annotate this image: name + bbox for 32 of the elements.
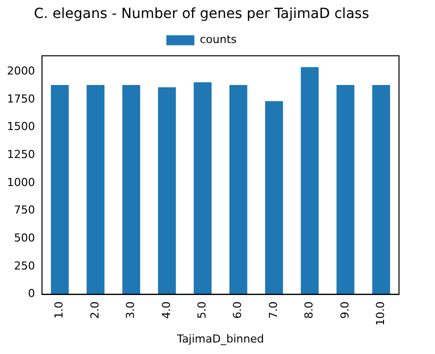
bar	[229, 84, 248, 294]
x-axis-title: TajimaD_binned	[176, 332, 264, 346]
x-tick-label: 1.0	[52, 301, 66, 319]
chart-title: C. elegans - Number of genes per TajimaD class	[34, 6, 370, 22]
x-tick-label: 10.0	[374, 301, 388, 326]
bar	[265, 101, 283, 294]
x-tick-label: 6.0	[231, 301, 244, 319]
x-tick-label: 8.0	[302, 301, 316, 319]
x-tick-label: 3.0	[124, 301, 138, 319]
y-tick-label: 2000	[6, 64, 35, 78]
y-tick-label: 1250	[6, 148, 35, 161]
bar	[122, 84, 140, 294]
bar	[50, 84, 69, 294]
y-tick-label: 500	[14, 231, 35, 244]
y-tick-label: 0	[28, 287, 35, 300]
y-tick-label: 1750	[6, 92, 35, 106]
x-tick-label: 4.0	[160, 301, 173, 319]
bar	[336, 84, 354, 294]
bar	[300, 67, 319, 294]
x-tick-label: 7.0	[266, 301, 280, 319]
x-tick-label: 5.0	[196, 301, 209, 319]
y-tick-label: 250	[14, 259, 35, 272]
x-tick-label: 2.0	[88, 301, 102, 319]
bar	[158, 87, 176, 294]
legend-label: counts	[200, 33, 237, 46]
y-tick-label: 750	[14, 204, 35, 217]
bar	[86, 84, 104, 294]
bar	[194, 82, 212, 294]
y-tick-label: 1000	[6, 176, 35, 189]
y-tick-label: 1500	[6, 120, 35, 134]
bar	[372, 84, 390, 294]
x-tick-label: 9.0	[338, 301, 352, 319]
